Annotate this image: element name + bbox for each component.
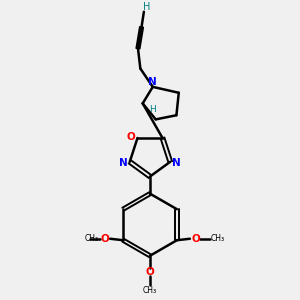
Text: O: O [127, 131, 135, 142]
Text: O: O [100, 234, 109, 244]
Text: CH₃: CH₃ [85, 234, 99, 243]
Text: H: H [149, 105, 155, 114]
Text: O: O [191, 234, 200, 244]
Text: N: N [172, 158, 181, 168]
Text: N: N [148, 77, 157, 87]
Text: CH₃: CH₃ [143, 286, 157, 295]
Text: N: N [119, 158, 128, 168]
Text: CH₃: CH₃ [211, 234, 225, 243]
Text: H: H [143, 2, 151, 12]
Text: O: O [146, 267, 154, 277]
